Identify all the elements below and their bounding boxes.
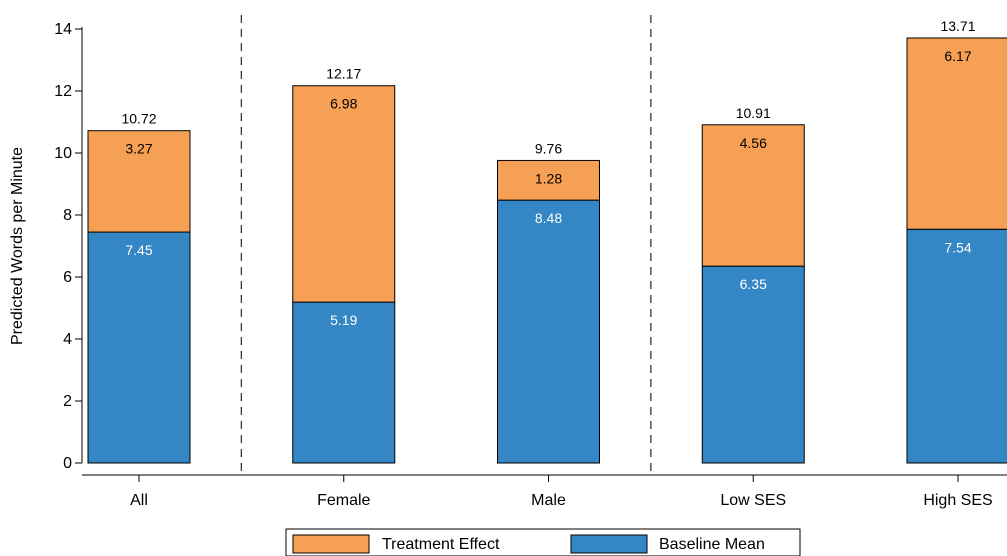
y-tick-label: 2 [63, 393, 72, 410]
treatment-value-label: 3.27 [125, 141, 152, 157]
bar-treatment-effect [497, 159, 600, 201]
bar-treatment-effect [906, 37, 1007, 230]
y-axis-title: Predicted Words per Minute [9, 147, 26, 345]
legend-swatch [570, 534, 648, 554]
treatment-value-label: 1.28 [535, 170, 562, 186]
x-tick-label: All [130, 492, 148, 509]
bar-baseline-mean [497, 199, 600, 464]
baseline-value-label: 7.45 [125, 242, 152, 258]
total-value-label: 13.71 [940, 18, 975, 34]
total-value-label: 12.17 [326, 66, 361, 82]
legend-swatch [292, 534, 370, 554]
y-tick-label: 0 [63, 455, 72, 472]
bar-baseline-mean [701, 265, 805, 464]
x-tick-label: Male [531, 492, 566, 509]
group-separators [240, 15, 652, 475]
total-value-label: 10.91 [736, 105, 771, 121]
baseline-value-label: 6.35 [740, 276, 767, 292]
y-tick-label: 6 [63, 269, 72, 286]
baseline-value-label: 8.48 [535, 210, 562, 226]
baseline-value-label: 7.54 [944, 239, 971, 255]
y-tick-label: 8 [63, 207, 72, 224]
total-value-label: 10.72 [121, 111, 156, 127]
bars [87, 37, 1007, 464]
total-value-label: 9.76 [535, 140, 562, 156]
treatment-value-label: 6.98 [330, 96, 357, 112]
legend: Treatment Effect Baseline Mean [285, 528, 801, 556]
data-labels: 7.45 3.27 10.72 5.19 6.98 12.17 8.48 1.28 9.76 6.… [121, 18, 975, 328]
treatment-value-label: 4.56 [740, 135, 767, 151]
bar-treatment-effect [292, 85, 396, 303]
bar-treatment-effect [87, 130, 191, 233]
bar-treatment-effect [701, 124, 805, 267]
x-tick-label: High SES [923, 492, 992, 509]
bar-baseline-mean [292, 301, 396, 464]
legend-entry-label: Baseline Mean [659, 536, 765, 553]
treatment-value-label: 6.17 [944, 48, 971, 64]
y-tick-label: 14 [54, 21, 72, 38]
bar-baseline-mean [87, 231, 191, 464]
x-axis: All Female Male Low SES High SES [82, 474, 1007, 509]
y-tick-label: 12 [54, 83, 72, 100]
x-tick-label: Low SES [720, 492, 786, 509]
x-tick-label: Female [317, 492, 370, 509]
y-tick-label: 4 [63, 331, 72, 348]
legend-box [285, 528, 801, 556]
baseline-value-label: 5.19 [330, 312, 357, 328]
legend-entry-label: Treatment Effect [382, 536, 500, 553]
y-axis: 0 2 4 6 8 10 12 14 [54, 21, 83, 472]
y-tick-label: 10 [54, 145, 72, 162]
bar-baseline-mean [906, 228, 1007, 464]
